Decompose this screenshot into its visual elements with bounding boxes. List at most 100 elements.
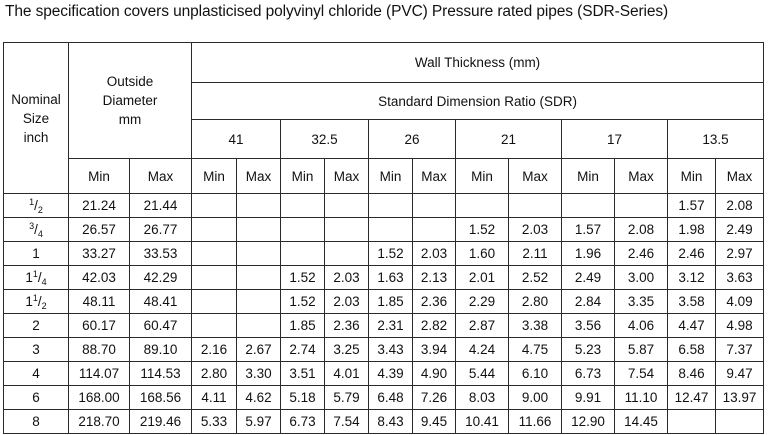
wall-max-cell: 2.03	[324, 289, 370, 314]
wall-min-cell	[667, 409, 717, 434]
od-min-cell: 33.27	[68, 241, 130, 266]
od-min-cell: 88.70	[68, 337, 130, 362]
wall-min-cell	[280, 217, 326, 242]
wall-max-cell: 3.30	[236, 361, 282, 386]
table-row: 3 88.70 89.10 2.16 2.67 2.74 3.25 3.43 3.94 4.24 4…	[3, 337, 765, 362]
wall-min-cell: 1.52	[280, 265, 326, 290]
wall-max-cell: 2.80	[508, 289, 563, 314]
wall-max-cell: 2.03	[412, 241, 457, 266]
wall-min-cell	[368, 193, 414, 218]
wall-min-cell: 12.47	[667, 385, 717, 410]
wall-min-cell: 6.58	[667, 337, 717, 362]
wall-max-cell: 9.45	[412, 409, 457, 434]
max-header: Max	[508, 158, 563, 194]
wall-max-cell	[614, 193, 669, 218]
wall-max-cell: 9.47	[715, 361, 765, 386]
wall-min-cell: 1.52	[368, 241, 414, 266]
wall-min-cell: 5.44	[455, 361, 510, 386]
wall-min-cell: 8.43	[368, 409, 414, 434]
wall-min-cell	[191, 313, 238, 338]
od-max-cell: 48.41	[128, 289, 193, 314]
wall-min-cell	[191, 289, 238, 314]
sdr-value-41: 41	[191, 119, 282, 159]
wall-min-cell: 4.47	[667, 313, 717, 338]
outside-diameter-header: Outside Diameter mm	[67, 42, 193, 159]
od-max-cell: 26.77	[128, 217, 193, 242]
wall-min-cell: 5.18	[280, 385, 326, 410]
wall-max-cell: 7.54	[614, 361, 669, 386]
sdr-value-17: 17	[561, 119, 669, 159]
wall-min-cell	[191, 193, 238, 218]
od-max-cell: 42.29	[128, 265, 193, 290]
sdr-value-13-5: 13.5	[667, 119, 765, 159]
od-max-cell: 168.56	[128, 385, 193, 410]
wall-min-cell: 3.12	[667, 265, 717, 290]
nominal-size-cell: 1/2	[3, 193, 69, 218]
sdr-value-32-5: 32.5	[280, 119, 370, 159]
wall-max-cell: 5.97	[236, 409, 282, 434]
wall-max-cell	[715, 409, 765, 434]
od-min-cell: 21.24	[68, 193, 130, 218]
nominal-size-cell: 3	[3, 337, 69, 362]
table-row: 1/2 21.24 21.44 1.57 2.08	[3, 193, 765, 218]
wall-max-cell	[236, 265, 282, 290]
wall-min-cell: 2.01	[455, 265, 510, 290]
nominal-size-cell: 8	[3, 409, 69, 434]
wall-max-cell	[236, 313, 282, 338]
od-min-cell: 48.11	[68, 289, 130, 314]
wall-max-cell: 2.36	[412, 289, 457, 314]
wall-min-cell: 4.24	[455, 337, 510, 362]
wall-min-cell: 2.46	[667, 241, 717, 266]
wall-max-cell: 4.90	[412, 361, 457, 386]
nominal-size-cell: 11/2	[3, 289, 69, 314]
min-header: Min	[561, 158, 616, 194]
sdr-header: Standard Dimension Ratio (SDR)	[191, 82, 765, 120]
wall-max-cell: 9.00	[508, 385, 563, 410]
wall-min-cell: 2.87	[455, 313, 510, 338]
wall-max-cell: 2.03	[508, 217, 563, 242]
wall-min-cell: 3.43	[368, 337, 414, 362]
od-min-cell: 168.00	[68, 385, 130, 410]
nominal-size-cell: 11/4	[3, 265, 69, 290]
wall-max-cell: 7.37	[715, 337, 765, 362]
wall-min-cell	[280, 193, 326, 218]
wall-max-cell: 4.62	[236, 385, 282, 410]
wall-max-cell: 2.13	[412, 265, 457, 290]
nominal-size-cell: 6	[3, 385, 69, 410]
od-min-cell: 42.03	[68, 265, 130, 290]
wall-min-cell: 4.39	[368, 361, 414, 386]
wall-min-cell	[561, 193, 616, 218]
wall-min-cell: 9.91	[561, 385, 616, 410]
wall-min-cell: 1.98	[667, 217, 717, 242]
wall-min-cell: 10.41	[455, 409, 510, 434]
od-min-cell: 218.70	[68, 409, 130, 434]
wall-max-cell: 11.10	[614, 385, 669, 410]
wall-min-cell	[191, 217, 238, 242]
wall-max-cell	[324, 217, 370, 242]
nominal-size-cell: 4	[3, 361, 69, 386]
wall-max-cell: 3.94	[412, 337, 457, 362]
wall-min-cell: 1.85	[368, 289, 414, 314]
wall-min-cell: 5.23	[561, 337, 616, 362]
od-max-cell: 89.10	[128, 337, 193, 362]
wall-min-cell	[191, 241, 238, 266]
wall-max-cell: 2.49	[715, 217, 765, 242]
wall-min-cell: 1.96	[561, 241, 616, 266]
max-header: Max	[324, 158, 370, 194]
table-row: 1 33.27 33.53 1.52 2.03 1.60 2.11 1.96 2.46 2.46 2…	[3, 241, 765, 266]
table-row: 11/2 48.11 48.41 1.52 2.03 1.85 2.36 2.29 2.80 2.…	[3, 289, 765, 314]
table-row: 3/4 26.57 26.77 1.52 2.03 1.57 2.08 1.98 2.49	[3, 217, 765, 242]
wall-max-cell	[324, 241, 370, 266]
wall-max-cell: 7.26	[412, 385, 457, 410]
wall-max-cell: 2.67	[236, 337, 282, 362]
wall-min-cell: 1.52	[280, 289, 326, 314]
max-header: Max	[236, 158, 282, 194]
wall-thickness-header: Wall Thickness (mm)	[191, 42, 765, 83]
wall-max-cell: 2.11	[508, 241, 563, 266]
wall-max-cell: 4.01	[324, 361, 370, 386]
od-max-cell: 33.53	[128, 241, 193, 266]
wall-min-cell: 1.63	[368, 265, 414, 290]
wall-max-cell: 6.10	[508, 361, 563, 386]
wall-min-cell: 8.46	[667, 361, 717, 386]
wall-max-cell: 4.98	[715, 313, 765, 338]
